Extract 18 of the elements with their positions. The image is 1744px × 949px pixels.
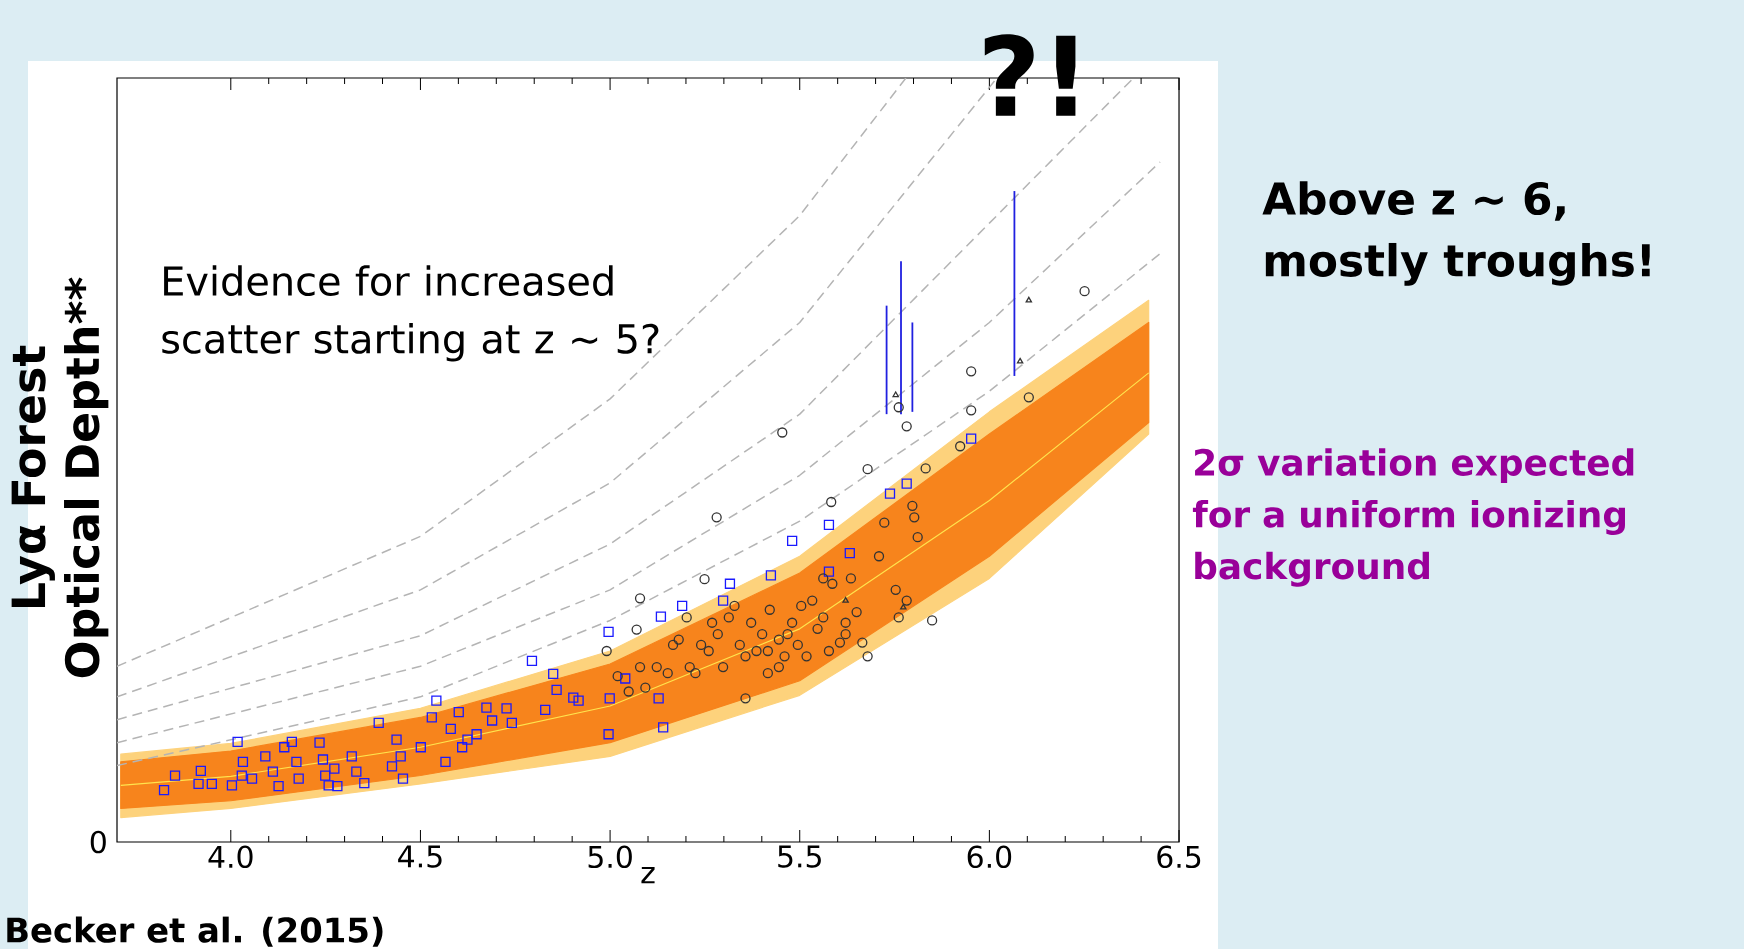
text: 0 xyxy=(90,830,106,854)
y-axis-title: Lyα Forest Optical Depth** xyxy=(11,277,109,678)
annotation: ?! xyxy=(984,34,1076,116)
x-tick-label: 4.0 xyxy=(208,845,253,869)
point xyxy=(1016,357,1024,364)
annotation: Evidence for increased scatter starting at z ~ 5? xyxy=(162,265,659,362)
point xyxy=(842,596,849,603)
text: Above z ~ 6, mostly troughs! xyxy=(1262,181,1650,286)
text: Becker et al. (2015) xyxy=(7,916,383,947)
x-tick-label: 5.5 xyxy=(778,845,821,868)
text: 2σ variation expected for a uniform ionizing background xyxy=(1192,448,1634,587)
x-tick-label: 5.0 xyxy=(588,845,632,869)
x-axis-title: z xyxy=(641,866,655,884)
point xyxy=(892,391,899,398)
point xyxy=(900,603,907,610)
x-tick-label: 6.5 xyxy=(1157,845,1201,869)
x-tick-label: 6.0 xyxy=(967,845,1012,869)
x-tick-label: 4.5 xyxy=(398,845,442,868)
